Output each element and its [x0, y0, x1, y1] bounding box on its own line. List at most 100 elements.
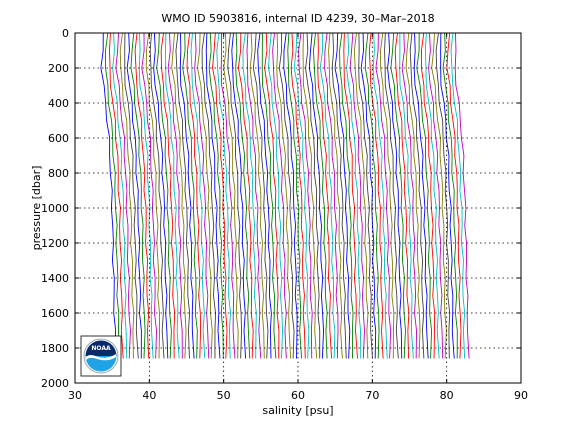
- profile-trace: [442, 32, 458, 359]
- profile-trace: [413, 32, 429, 359]
- profile-trace: [278, 32, 295, 359]
- profile-trace: [346, 32, 362, 359]
- profile-trace: [201, 32, 216, 359]
- y-tick-label: 1800: [41, 342, 69, 355]
- y-tick-label: 200: [48, 62, 69, 75]
- y-tick-label: 2000: [41, 377, 69, 390]
- profile-trace: [313, 32, 328, 359]
- profile-trace: [134, 32, 150, 359]
- x-tick-label: 40: [142, 389, 156, 402]
- plot-area: [100, 32, 470, 359]
- profile-trace: [179, 32, 195, 359]
- profile-trace: [308, 32, 324, 359]
- profile-trace: [171, 32, 187, 359]
- profile-trace: [252, 32, 269, 359]
- profile-trace: [167, 32, 183, 359]
- profile-trace: [156, 32, 172, 359]
- profile-trace: [208, 32, 224, 359]
- profile-trace: [331, 32, 347, 359]
- profile-trace: [401, 32, 417, 359]
- profile-trace: [242, 32, 257, 359]
- y-tick-label: 800: [48, 167, 69, 180]
- profile-trace: [454, 32, 470, 359]
- profile-trace: [237, 32, 254, 359]
- profile-trace: [328, 32, 343, 359]
- profile-trace: [349, 32, 365, 359]
- profile-trace: [334, 32, 351, 359]
- x-tick-label: 70: [365, 389, 379, 402]
- profile-trace: [268, 32, 284, 359]
- profile-trace: [394, 32, 410, 359]
- profile-trace: [420, 32, 436, 359]
- x-axis-label: salinity [psu]: [262, 404, 333, 417]
- y-axis-ticks: 0 200 400 600 800 1000 1200 1400 1600 1800 2000: [41, 27, 521, 390]
- y-tick-label: 0: [62, 27, 69, 40]
- profile-trace: [175, 32, 191, 359]
- profile-trace: [276, 32, 292, 359]
- profile-trace: [264, 32, 280, 359]
- profile-trace: [220, 32, 236, 359]
- x-tick-label: 30: [68, 389, 82, 402]
- profile-trace: [124, 32, 139, 359]
- profile-trace: [283, 32, 298, 359]
- profile-trace: [390, 32, 406, 359]
- profile-trace: [194, 32, 210, 359]
- profile-trace: [290, 32, 306, 359]
- y-tick-label: 1600: [41, 307, 69, 320]
- profile-trace: [246, 32, 262, 359]
- y-tick-label: 1200: [41, 237, 69, 250]
- profile-trace: [223, 32, 239, 359]
- profile-trace: [343, 32, 358, 359]
- profile-trace: [440, 32, 455, 359]
- x-tick-label: 50: [217, 389, 231, 402]
- profile-trace: [153, 32, 169, 359]
- profile-trace: [431, 32, 447, 359]
- profile-trace: [108, 32, 124, 359]
- profile-trace: [165, 32, 180, 359]
- profile-trace: [416, 32, 433, 359]
- profile-trace: [205, 32, 221, 359]
- logo-bird-icon: [86, 354, 116, 361]
- profile-trace: [272, 32, 287, 359]
- chart-title: WMO ID 5903816, internal ID 4239, 30–Mar…: [161, 12, 434, 25]
- profile-trace: [405, 32, 421, 359]
- profile-trace: [364, 32, 380, 359]
- y-tick-label: 1000: [41, 202, 69, 215]
- profile-trace: [353, 32, 369, 359]
- profile-trace: [375, 32, 392, 359]
- profile-trace: [358, 32, 373, 359]
- profile-trace: [409, 32, 425, 359]
- x-tick-label: 80: [440, 389, 454, 402]
- y-tick-label: 1400: [41, 272, 69, 285]
- profile-trace: [130, 32, 146, 359]
- profile-trace: [319, 32, 336, 359]
- profile-trace: [399, 32, 414, 359]
- profile-trace: [197, 32, 213, 359]
- profile-trace: [257, 32, 272, 359]
- x-tick-label: 90: [514, 389, 528, 402]
- profile-trace: [368, 32, 384, 359]
- profile-trace: [249, 32, 265, 359]
- profile-trace: [186, 32, 202, 359]
- profile-trace: [141, 32, 157, 359]
- profile-trace: [287, 32, 303, 359]
- profile-trace: [119, 32, 135, 359]
- profile-trace: [100, 32, 117, 359]
- profile-trace: [235, 32, 251, 359]
- logo-text: NOAA: [91, 345, 111, 352]
- profile-trace: [298, 32, 313, 359]
- profile-trace: [380, 32, 395, 359]
- profile-trace: [231, 32, 246, 359]
- y-axis-label: pressure [dbar]: [30, 166, 43, 251]
- profile-trace: [227, 32, 243, 359]
- profile-trace: [424, 32, 440, 359]
- profile-trace: [305, 32, 321, 359]
- profile-trace: [115, 32, 131, 359]
- profile-trace: [446, 32, 462, 359]
- x-axis-ticks: 30 40 50 60 70 80 90: [68, 33, 528, 402]
- profile-trace: [145, 32, 160, 359]
- profile-trace: [302, 32, 318, 359]
- logo-top-half: [85, 340, 117, 356]
- profile-trace: [138, 32, 154, 359]
- profile-trace: [317, 32, 333, 359]
